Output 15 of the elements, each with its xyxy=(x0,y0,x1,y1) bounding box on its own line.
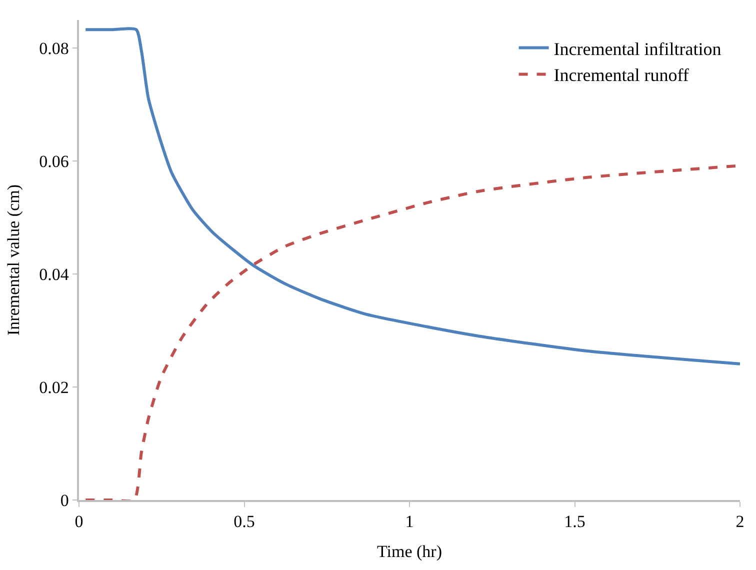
y-tick-label: 0 xyxy=(60,490,69,510)
x-tick-label: 0 xyxy=(74,512,84,532)
line-series xyxy=(84,27,740,366)
x-tick-label: 1 xyxy=(405,512,414,532)
legend-label: Incremental infiltration xyxy=(554,38,722,59)
x-tick-label: 2 xyxy=(736,512,744,532)
y-tick-label: 0.08 xyxy=(39,39,69,58)
y-tick-label: 0.02 xyxy=(39,378,69,398)
legend-label: Incremental runoff xyxy=(554,65,689,86)
y-axis-title: Inremental value (cm) xyxy=(4,184,24,336)
x-axis-title: Time (hr) xyxy=(376,542,442,562)
x-tick-label: 0.5 xyxy=(234,512,255,532)
x-tick-label: 1.5 xyxy=(564,512,586,532)
y-tick-label: 0.04 xyxy=(39,265,70,284)
y-tick-label: 0.06 xyxy=(39,152,69,172)
